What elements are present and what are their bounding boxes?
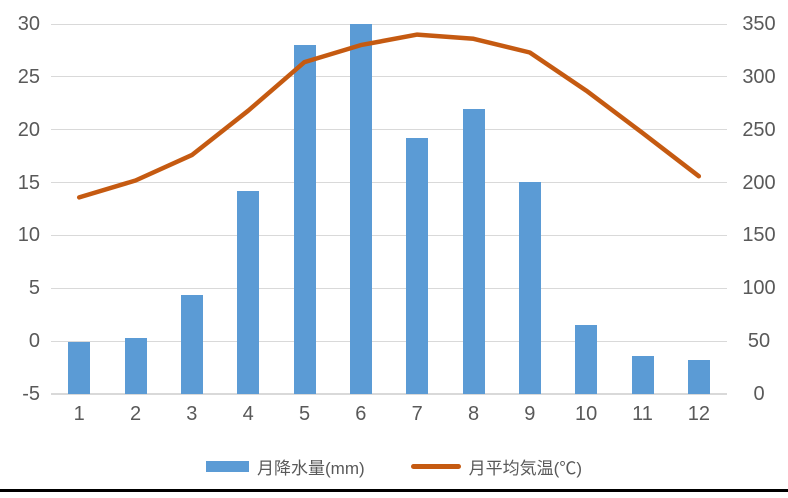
y-axis-tick-right: 100 bbox=[742, 277, 776, 300]
x-axis-label: 12 bbox=[687, 403, 710, 425]
x-axis-label: 7 bbox=[411, 403, 423, 425]
x-axis-label: 1 bbox=[73, 403, 85, 425]
x-axis-label: 5 bbox=[298, 403, 311, 425]
bar-month-10 bbox=[575, 325, 598, 394]
grid-line bbox=[51, 76, 727, 78]
y-axis-tick-right: 200 bbox=[742, 171, 776, 194]
grid-line bbox=[51, 287, 727, 289]
x-axis-label: 3 bbox=[186, 403, 198, 425]
x-axis-label: 10 bbox=[575, 403, 598, 425]
y-axis-tick-left: 5 bbox=[28, 277, 40, 300]
y-axis-tick-right: 50 bbox=[747, 330, 771, 353]
grid-line bbox=[51, 234, 727, 236]
y-axis-tick-right: 250 bbox=[742, 118, 776, 141]
x-axis-label: 8 bbox=[467, 403, 480, 425]
y-axis-tick-left: -5 bbox=[22, 383, 40, 405]
slide-bottom-border bbox=[0, 489, 788, 492]
temperature-line bbox=[76, 32, 702, 200]
y-axis-tick-right: 150 bbox=[742, 224, 776, 247]
legend-item-temperature: 月平均気温(℃) bbox=[410, 454, 582, 479]
legend-item-precipitation: 月降水量(mm) bbox=[206, 454, 365, 479]
bar-month-4 bbox=[237, 191, 260, 394]
y-axis-tick-left: 25 bbox=[17, 65, 40, 88]
bar-month-5 bbox=[293, 45, 316, 394]
grid-line bbox=[51, 23, 727, 25]
grid-line bbox=[51, 129, 727, 131]
x-axis-label: 9 bbox=[524, 403, 536, 425]
grid-line bbox=[51, 340, 727, 342]
bar-month-3 bbox=[180, 294, 203, 394]
legend-label-temperature: 月平均気温(℃) bbox=[468, 458, 582, 478]
y-axis-tick-left: 0 bbox=[28, 330, 40, 353]
x-axis-label: 4 bbox=[242, 403, 254, 425]
y-axis-tick-left: 15 bbox=[17, 171, 40, 194]
y-axis-tick-left: 10 bbox=[17, 224, 40, 247]
line-series-swatch bbox=[410, 463, 461, 469]
grid-line bbox=[51, 393, 727, 395]
y-axis-tick-right: 300 bbox=[742, 65, 776, 88]
bar-month-6 bbox=[349, 24, 372, 394]
x-axis-label: 2 bbox=[129, 403, 142, 425]
bar-month-1 bbox=[68, 342, 91, 394]
bar-series-swatch bbox=[206, 460, 249, 472]
bar-month-12 bbox=[687, 360, 710, 394]
bar-month-11 bbox=[631, 355, 654, 394]
legend-label-precipitation: 月降水量(mm) bbox=[257, 458, 365, 478]
bar-month-2 bbox=[124, 337, 147, 394]
y-axis-tick-left: 30 bbox=[17, 13, 40, 35]
y-axis-tick-right: 350 bbox=[742, 13, 776, 35]
bar-month-8 bbox=[462, 108, 485, 394]
y-axis-tick-right: 0 bbox=[753, 383, 765, 405]
y-axis-tick-left: 20 bbox=[17, 118, 40, 141]
x-axis-label: 11 bbox=[632, 403, 653, 425]
legend: 月降水量(mm) 月平均気温(℃) bbox=[0, 454, 788, 478]
grid-line bbox=[51, 182, 727, 184]
bar-month-7 bbox=[406, 138, 429, 394]
x-axis-label: 6 bbox=[355, 403, 367, 425]
bar-month-9 bbox=[518, 181, 541, 394]
